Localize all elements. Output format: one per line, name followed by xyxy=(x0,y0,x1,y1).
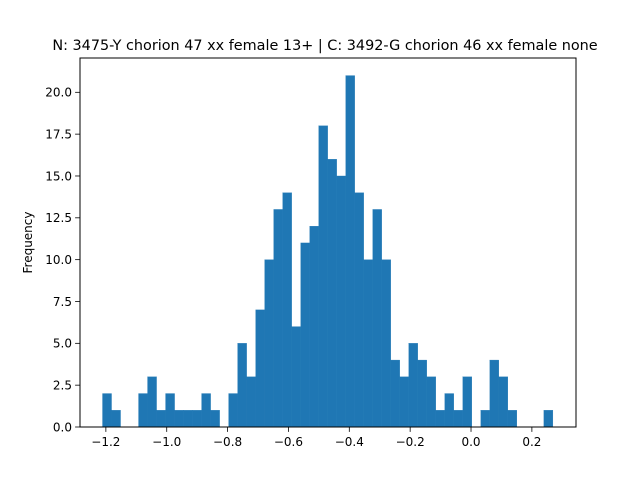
histogram-bar xyxy=(183,410,193,428)
histogram-bar xyxy=(480,410,490,428)
histogram-bar xyxy=(156,410,166,428)
histogram-bar xyxy=(453,410,463,428)
histogram-bar xyxy=(336,175,346,428)
y-tick-label: 2.5 xyxy=(53,378,72,392)
x-tick-label: −1.0 xyxy=(152,435,181,449)
histogram-bar xyxy=(255,309,265,428)
histogram-bar xyxy=(345,75,355,428)
histogram-bar xyxy=(192,410,202,428)
y-tick-label: 5.0 xyxy=(53,337,72,351)
y-axis: 0.0 2.5 5.0 7.5 10.0 12.5 15.0 17.5 20.0 xyxy=(45,86,80,434)
histogram-bar xyxy=(102,393,112,428)
y-tick-label: 12.5 xyxy=(45,211,72,225)
histogram-bar xyxy=(273,209,283,428)
y-tick-label: 15.0 xyxy=(45,169,72,183)
histogram-bar xyxy=(318,125,328,428)
x-tick-label: −0.2 xyxy=(396,435,425,449)
histogram-bar xyxy=(408,343,418,428)
x-tick-label: −1.2 xyxy=(91,435,120,449)
histogram-bar xyxy=(138,393,148,428)
chart-title: N: 3475-Y chorion 47 xx female 13+ | C: … xyxy=(52,38,597,54)
histogram-bar xyxy=(390,359,400,428)
histogram-bar xyxy=(201,393,211,428)
x-tick-label: 0.2 xyxy=(522,435,541,449)
x-tick-label: −0.4 xyxy=(335,435,364,449)
histogram-bar xyxy=(444,393,454,428)
histogram-bar xyxy=(435,410,445,428)
histogram-bar xyxy=(309,226,319,428)
histogram-bar xyxy=(543,410,554,428)
histogram-bar xyxy=(300,242,310,428)
histogram-bar xyxy=(111,410,121,428)
histogram-bar xyxy=(399,376,409,428)
histogram-bar xyxy=(381,259,391,428)
histogram-bar xyxy=(228,393,238,428)
histogram-bar xyxy=(498,376,508,428)
histogram-bar xyxy=(165,393,175,428)
histogram-bar xyxy=(462,376,472,428)
y-tick-label: 0.0 xyxy=(53,420,72,434)
y-tick-label: 17.5 xyxy=(45,127,72,141)
histogram-bar xyxy=(507,410,517,428)
histogram-bar xyxy=(174,410,184,428)
histogram-bar xyxy=(363,259,373,428)
x-tick-label: −0.8 xyxy=(213,435,242,449)
histogram-bar xyxy=(327,159,337,428)
histogram-bar xyxy=(210,410,220,428)
x-axis: −1.2 −1.0 −0.8 −0.6 −0.4 −0.2 0.0 0.2 xyxy=(91,427,541,449)
histogram-bar xyxy=(291,326,301,428)
histogram-bar xyxy=(282,192,292,428)
histogram-bar xyxy=(237,343,247,428)
plot-frame xyxy=(79,57,577,428)
y-tick-label: 10.0 xyxy=(45,253,72,267)
histogram-bar xyxy=(246,376,256,428)
y-tick-label: 20.0 xyxy=(45,86,72,100)
x-tick-label: 0.0 xyxy=(461,435,480,449)
bars xyxy=(102,75,554,428)
histogram-bar xyxy=(354,192,364,428)
histogram-bar xyxy=(372,209,382,428)
histogram-bar xyxy=(489,359,499,428)
histogram-bar xyxy=(426,376,436,428)
histogram-bar xyxy=(417,359,427,428)
y-tick-label: 7.5 xyxy=(53,295,72,309)
y-axis-label: Frequency xyxy=(21,212,35,274)
histogram-bar xyxy=(147,376,157,428)
x-tick-label: −0.6 xyxy=(274,435,303,449)
histogram-bar xyxy=(264,259,274,428)
